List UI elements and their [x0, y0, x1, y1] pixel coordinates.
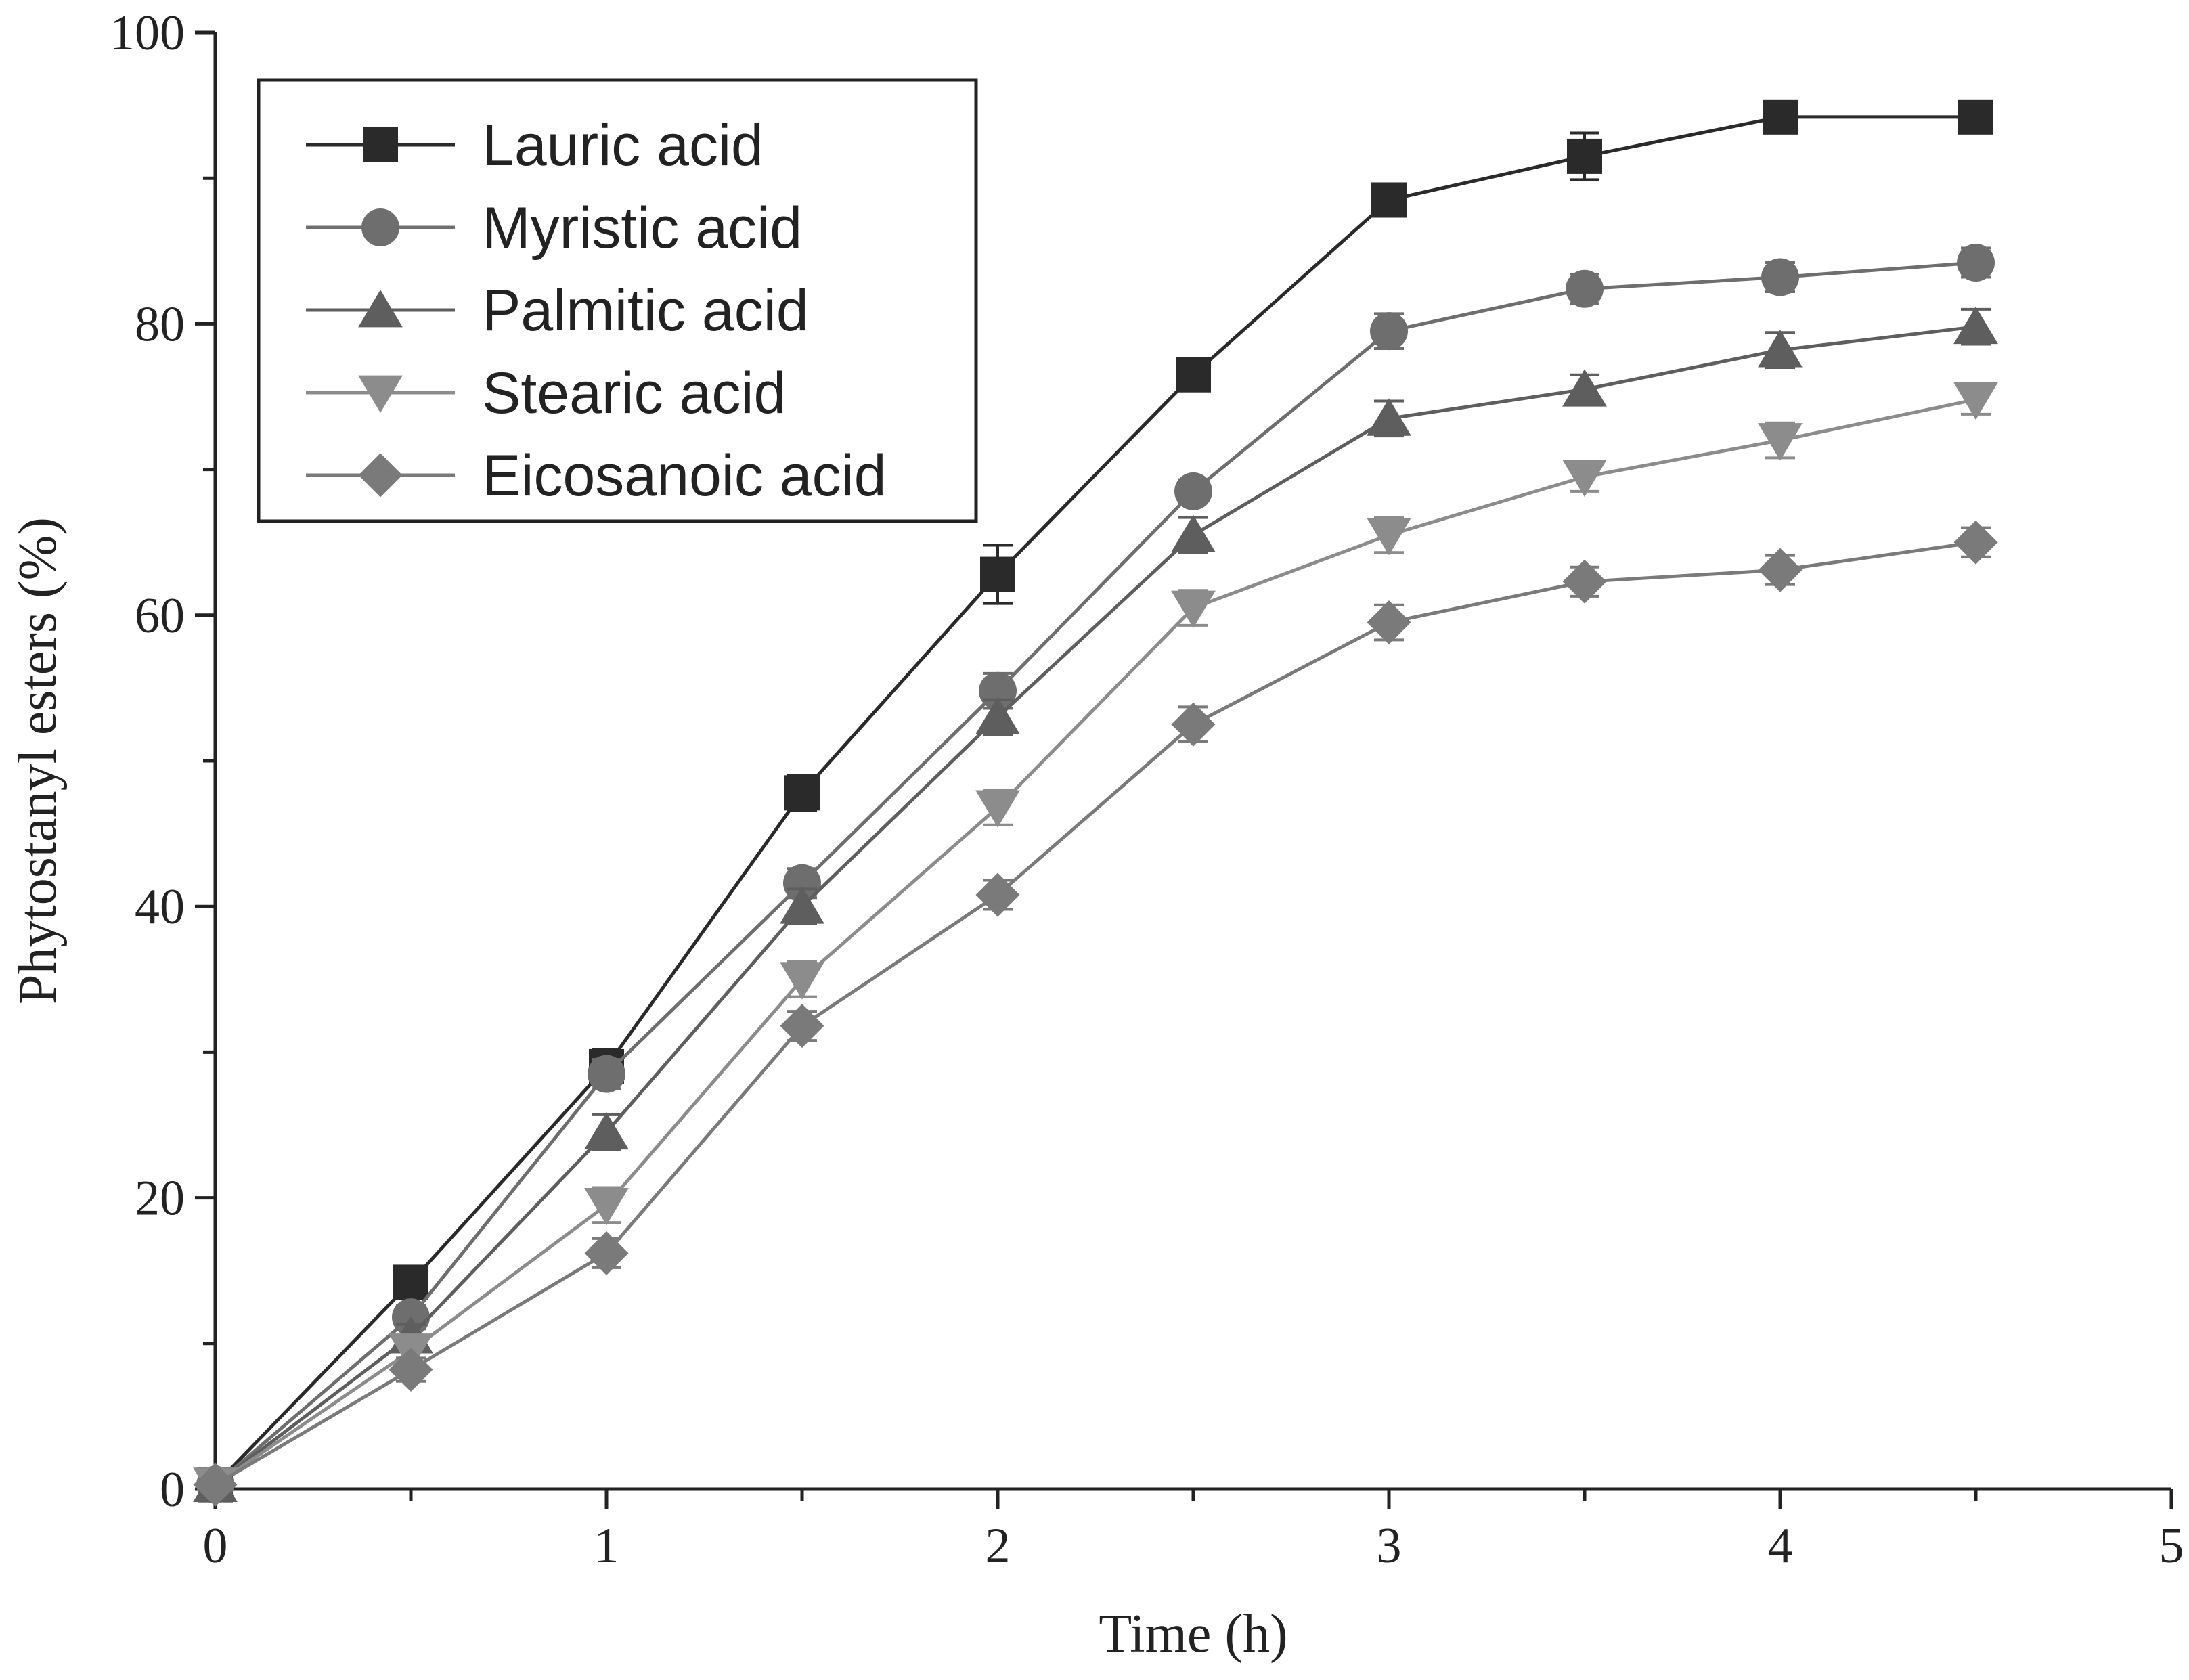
data-point — [1171, 590, 1216, 628]
x-axis-title: Time (h) — [1099, 1604, 1287, 1664]
data-point — [588, 1055, 625, 1093]
series-line — [214, 325, 1976, 1486]
series-line — [214, 397, 1976, 1486]
data-point — [1567, 138, 1602, 174]
legend-marker — [358, 375, 403, 413]
legend-label: Stearic acid — [482, 361, 786, 426]
x-tick-label: 4 — [1768, 1518, 1793, 1574]
data-point — [1953, 306, 1998, 345]
data-point — [1367, 600, 1411, 645]
data-point — [1758, 548, 1803, 592]
x-tick-label: 3 — [1377, 1518, 1402, 1574]
legend-marker — [363, 127, 398, 162]
y-tick-label: 40 — [135, 879, 185, 935]
data-point — [1367, 398, 1411, 436]
data-point — [1562, 459, 1607, 498]
y-tick-label: 20 — [135, 1171, 185, 1226]
data-point — [1758, 330, 1803, 368]
data-point — [1562, 559, 1607, 604]
data-point — [1953, 520, 1998, 565]
data-point — [389, 1348, 433, 1392]
series-line — [214, 261, 1976, 1486]
data-point — [1953, 382, 1998, 420]
data-point — [393, 1264, 428, 1300]
data-point — [584, 1111, 629, 1150]
data-point — [1761, 258, 1799, 296]
data-point — [780, 1004, 824, 1048]
data-point — [1367, 518, 1411, 556]
data-point — [780, 886, 824, 924]
data-point — [980, 556, 1015, 592]
data-point — [1562, 369, 1607, 407]
series-line — [214, 540, 1976, 1486]
legend-marker — [361, 208, 399, 246]
x-tick-label: 5 — [2159, 1518, 2184, 1574]
data-point — [784, 775, 820, 811]
data-point — [975, 790, 1020, 828]
y-tick-label: 0 — [160, 1462, 185, 1518]
y-tick-label: 60 — [135, 588, 185, 644]
data-point — [975, 872, 1020, 917]
legend-label: Eicosanoic acid — [482, 443, 887, 508]
data-point — [975, 697, 1020, 734]
data-point — [1171, 514, 1216, 552]
data-point — [193, 1463, 238, 1507]
legend-label: Lauric acid — [482, 113, 764, 178]
x-tick-label: 1 — [594, 1518, 619, 1574]
legend-label: Palmitic acid — [482, 278, 809, 343]
data-point — [1370, 312, 1408, 351]
data-point — [1171, 702, 1216, 747]
data-point — [1176, 357, 1211, 393]
legend-marker — [358, 453, 403, 498]
data-point — [584, 1187, 629, 1226]
data-point — [1763, 99, 1798, 135]
data-point — [584, 1231, 629, 1275]
y-axis-title: Phytostanyl esters (%) — [8, 517, 68, 1004]
data-point — [783, 864, 821, 902]
series-line — [214, 115, 1976, 1486]
data-point — [1758, 423, 1803, 461]
data-point — [1957, 244, 1995, 282]
data-point — [1371, 182, 1407, 218]
plot-area: 0 1 2 3 4 5 0 20 40 60 80 100 — [110, 5, 2184, 1574]
legend: Lauric acid Myristic acid Palmitic acid Ste… — [257, 78, 978, 523]
x-tick-label: 0 — [203, 1518, 228, 1574]
data-point — [780, 962, 824, 1000]
x-tick-label: 2 — [986, 1518, 1011, 1574]
legend-label: Myristic acid — [482, 196, 802, 261]
data-point — [1958, 99, 1993, 135]
series-eicosanoic-acid — [193, 520, 1998, 1507]
data-point — [1174, 472, 1212, 510]
y-tick-label: 80 — [135, 296, 185, 352]
legend-marker — [358, 290, 403, 328]
y-tick-label: 100 — [110, 5, 185, 61]
data-point — [1566, 269, 1604, 308]
